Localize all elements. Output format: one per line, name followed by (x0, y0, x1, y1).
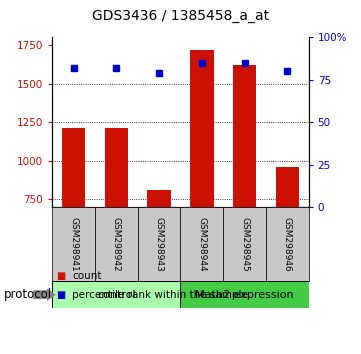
Text: ■: ■ (56, 290, 65, 299)
Text: percentile rank within the sample: percentile rank within the sample (72, 290, 248, 299)
Bar (180, 281, 309, 308)
Bar (233, 65, 256, 207)
Text: protocol: protocol (4, 288, 52, 301)
Bar (223, 207, 266, 281)
Bar (147, 190, 171, 207)
Bar (266, 207, 309, 281)
Text: GSM298943: GSM298943 (155, 217, 164, 272)
Bar (62, 128, 86, 207)
Text: control: control (97, 290, 136, 300)
Text: GSM298942: GSM298942 (112, 217, 121, 272)
Bar (52, 281, 180, 308)
Bar (105, 128, 128, 207)
Text: Math2 expression: Math2 expression (195, 290, 294, 300)
Text: ■: ■ (56, 271, 65, 281)
Bar (52, 207, 95, 281)
Text: GSM298946: GSM298946 (283, 217, 292, 272)
Bar (95, 207, 138, 281)
Bar (275, 167, 299, 207)
Bar (190, 50, 214, 207)
Text: GDS3436 / 1385458_a_at: GDS3436 / 1385458_a_at (92, 9, 269, 23)
Bar (180, 207, 223, 281)
Text: GSM298941: GSM298941 (69, 217, 78, 272)
Text: GSM298944: GSM298944 (197, 217, 206, 272)
Text: count: count (72, 271, 102, 281)
Bar (138, 207, 180, 281)
Text: GSM298945: GSM298945 (240, 217, 249, 272)
